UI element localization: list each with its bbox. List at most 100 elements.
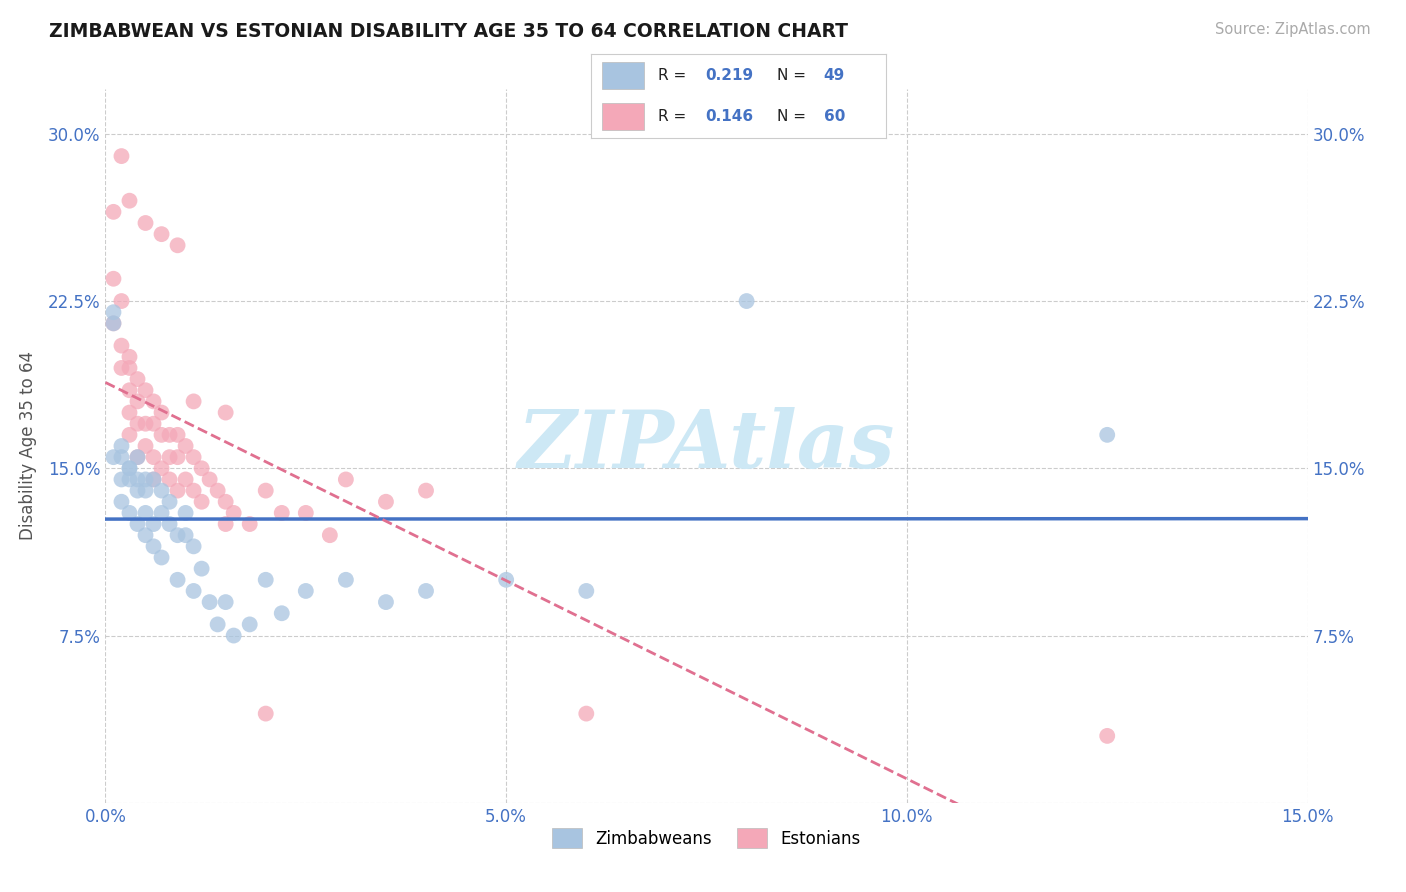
- Point: [127, 516, 149, 531]
- Point: [127, 417, 149, 431]
- Point: [222, 628, 245, 642]
- Point: [142, 394, 165, 409]
- Point: [110, 473, 132, 487]
- Point: [254, 706, 277, 721]
- Point: [319, 528, 342, 542]
- Point: [135, 384, 157, 398]
- Point: [159, 427, 181, 442]
- Point: [103, 316, 125, 330]
- Point: [183, 394, 205, 409]
- Point: [159, 494, 181, 508]
- Point: [183, 539, 205, 553]
- Point: [375, 494, 398, 508]
- Point: [127, 372, 149, 386]
- Text: Source: ZipAtlas.com: Source: ZipAtlas.com: [1215, 22, 1371, 37]
- Point: [159, 516, 181, 531]
- Point: [335, 573, 357, 587]
- Point: [214, 494, 236, 508]
- Point: [166, 483, 188, 498]
- Point: [103, 271, 125, 285]
- Point: [135, 473, 157, 487]
- Point: [127, 394, 149, 409]
- Point: [150, 405, 173, 419]
- Text: N =: N =: [776, 109, 810, 124]
- Point: [135, 506, 157, 520]
- Point: [190, 494, 212, 508]
- Point: [110, 338, 132, 352]
- Point: [142, 516, 165, 531]
- Point: [142, 473, 165, 487]
- Point: [118, 473, 141, 487]
- Point: [166, 450, 188, 464]
- Point: [150, 506, 173, 520]
- Point: [118, 461, 141, 475]
- Point: [103, 305, 125, 319]
- Point: [150, 461, 173, 475]
- Point: [150, 427, 173, 442]
- Point: [110, 450, 132, 464]
- Point: [118, 405, 141, 419]
- Point: [118, 461, 141, 475]
- Point: [735, 293, 758, 308]
- Point: [103, 450, 125, 464]
- Point: [174, 506, 197, 520]
- Point: [335, 473, 357, 487]
- Point: [214, 516, 236, 531]
- Point: [214, 405, 236, 419]
- Point: [495, 573, 517, 587]
- Point: [110, 360, 132, 375]
- Point: [103, 316, 125, 330]
- Point: [1097, 427, 1119, 442]
- Point: [142, 539, 165, 553]
- Point: [295, 583, 318, 598]
- Point: [239, 516, 262, 531]
- Point: [135, 528, 157, 542]
- Text: 49: 49: [824, 68, 845, 83]
- Point: [174, 528, 197, 542]
- Point: [198, 473, 221, 487]
- Point: [198, 595, 221, 609]
- Point: [166, 427, 188, 442]
- Text: 60: 60: [824, 109, 845, 124]
- Point: [295, 506, 318, 520]
- Legend: Zimbabweans, Estonians: Zimbabweans, Estonians: [546, 822, 868, 855]
- Point: [375, 595, 398, 609]
- Point: [207, 483, 229, 498]
- Point: [222, 506, 245, 520]
- Point: [142, 450, 165, 464]
- Point: [214, 595, 236, 609]
- Point: [135, 417, 157, 431]
- Point: [127, 473, 149, 487]
- Point: [159, 473, 181, 487]
- Point: [575, 706, 598, 721]
- Point: [142, 473, 165, 487]
- Point: [415, 583, 437, 598]
- Point: [190, 461, 212, 475]
- Point: [159, 450, 181, 464]
- Point: [127, 483, 149, 498]
- Point: [142, 417, 165, 431]
- Text: R =: R =: [658, 68, 692, 83]
- Point: [110, 494, 132, 508]
- Point: [254, 483, 277, 498]
- Point: [135, 439, 157, 453]
- Text: 0.146: 0.146: [706, 109, 754, 124]
- Point: [166, 238, 188, 252]
- Text: 0.219: 0.219: [706, 68, 754, 83]
- Point: [183, 583, 205, 598]
- Point: [127, 450, 149, 464]
- Point: [254, 573, 277, 587]
- Point: [183, 450, 205, 464]
- Y-axis label: Disability Age 35 to 64: Disability Age 35 to 64: [18, 351, 37, 541]
- Point: [110, 149, 132, 163]
- Point: [183, 483, 205, 498]
- Point: [110, 293, 132, 308]
- Point: [150, 550, 173, 565]
- Point: [118, 506, 141, 520]
- Text: ZIMBABWEAN VS ESTONIAN DISABILITY AGE 35 TO 64 CORRELATION CHART: ZIMBABWEAN VS ESTONIAN DISABILITY AGE 35…: [49, 22, 848, 41]
- Point: [575, 583, 598, 598]
- Point: [110, 439, 132, 453]
- Point: [190, 562, 212, 576]
- Point: [118, 194, 141, 208]
- Point: [166, 573, 188, 587]
